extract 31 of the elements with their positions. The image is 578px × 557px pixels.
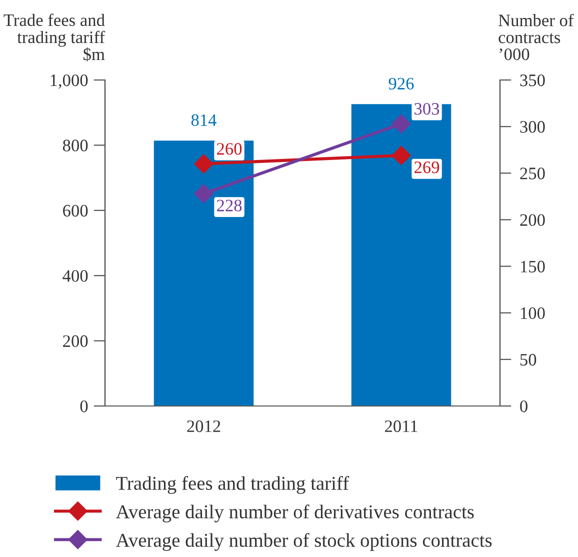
data-label: 228 (217, 200, 242, 212)
data-label: 926 (388, 78, 414, 90)
data-label: 260 (217, 143, 242, 155)
y2-tick-label: 250 (520, 168, 545, 180)
point (194, 154, 214, 174)
x-tick-label: 2012 (187, 420, 220, 432)
y2-tick-label: 200 (520, 214, 545, 226)
y2-tick-label: 150 (520, 260, 545, 272)
point (194, 184, 214, 204)
data-label: 303 (414, 102, 440, 115)
y-tick-label: 1,000 (50, 74, 88, 89)
data-label: 269 (414, 162, 440, 174)
y2-tick-label: 350 (520, 74, 545, 86)
y2-tick-label: 50 (520, 354, 536, 366)
legend-label: Average daily number of stock options contracts (116, 533, 492, 551)
y-tick-label: 0 (80, 400, 88, 412)
y2-axis-title: Number of contracts ’000 (498, 14, 574, 60)
y-tick-label: 400 (62, 270, 88, 282)
y-tick-label: 200 (63, 335, 88, 347)
y2-tick-label: 0 (520, 400, 528, 412)
data-label: 814 (191, 114, 216, 126)
y-tick-label: 600 (63, 204, 88, 217)
y-tick-label: 800 (62, 140, 88, 152)
y-axis-title: Trade fees and trading tariff $m (4, 14, 105, 62)
legend-label: Average daily number of derivatives contracts (116, 504, 474, 522)
point (392, 114, 411, 134)
x-tick-label: 2011 (384, 420, 418, 432)
legend-label: Trading fees and trading tariff (116, 476, 350, 494)
y2-tick-label: 300 (520, 121, 545, 133)
point (392, 146, 411, 165)
y2-tick-label: 100 (520, 307, 545, 320)
